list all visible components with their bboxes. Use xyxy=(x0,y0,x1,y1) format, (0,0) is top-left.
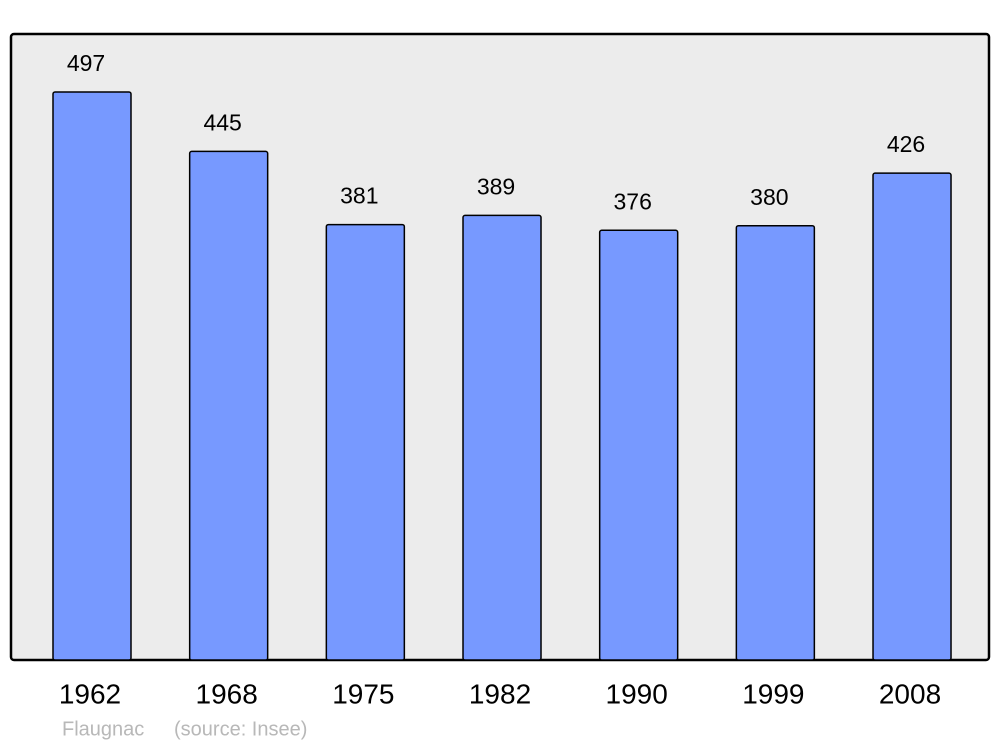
x-tick-label: 1975 xyxy=(332,678,394,709)
value-label: 381 xyxy=(340,183,378,209)
value-label: 376 xyxy=(613,188,651,214)
x-tick-label: 1990 xyxy=(606,678,668,709)
value-label: 426 xyxy=(887,131,925,157)
chart-title: Flaugnac xyxy=(62,718,144,740)
bar xyxy=(872,172,952,661)
x-tick-label: 1968 xyxy=(196,678,258,709)
bar xyxy=(52,91,132,661)
value-label: 445 xyxy=(203,110,241,136)
x-tick-label: 1962 xyxy=(59,678,121,709)
x-tick-label: 2008 xyxy=(879,678,941,709)
x-tick-label: 1982 xyxy=(469,678,531,709)
bar xyxy=(598,229,679,661)
bar xyxy=(462,214,542,661)
value-label: 380 xyxy=(750,184,788,210)
x-tick-label: 1999 xyxy=(742,678,804,709)
bar xyxy=(188,150,269,661)
value-label: 497 xyxy=(67,50,105,76)
value-label: 389 xyxy=(477,174,515,200)
source-note: (source: Insee) xyxy=(174,718,307,740)
bar xyxy=(735,224,816,661)
bar xyxy=(325,223,406,661)
